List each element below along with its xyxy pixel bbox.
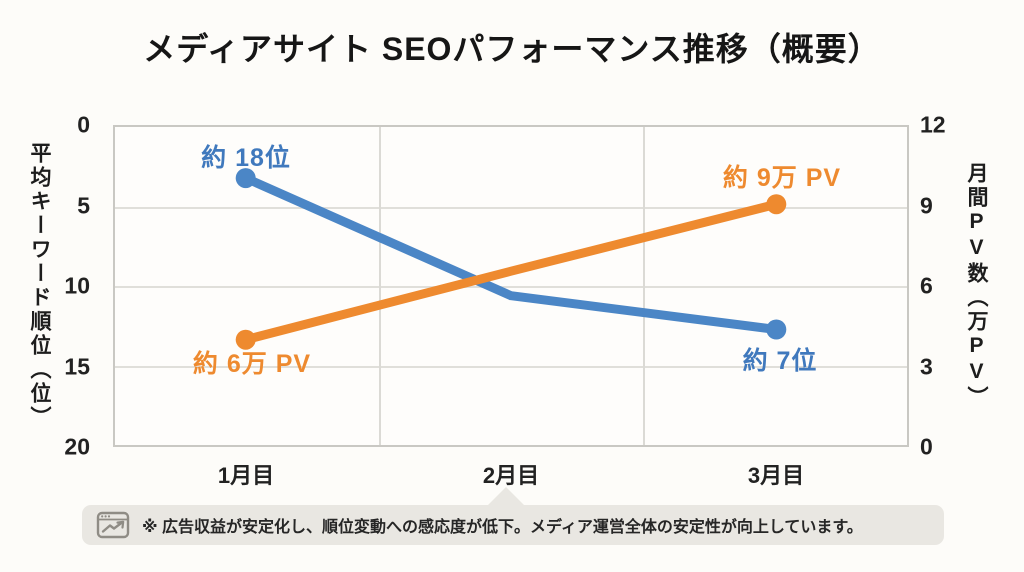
right-axis-title-text: 月間PV数（万PV） — [965, 162, 988, 410]
trend-chart-window-icon — [96, 510, 130, 540]
right-tick-3: 3 — [920, 353, 933, 379]
left-tick-0: 0 — [77, 111, 90, 138]
x-tick-month1: 1月目 — [217, 463, 275, 488]
monthly-pv-line — [241, 199, 781, 345]
right-axis-ticks: 12 9 6 3 0 — [916, 113, 1016, 458]
x-tick-month3: 3月目 — [747, 463, 805, 488]
annotation-pv-month1: 約 6万 PV — [192, 350, 312, 378]
right-tick-0: 0 — [920, 433, 933, 460]
average-keyword-rank-endpoint-start — [235, 168, 256, 189]
average-keyword-rank-line — [241, 173, 781, 334]
average-keyword-rank-endpoint-end — [766, 319, 787, 340]
hgrid-line-rank10 — [115, 286, 907, 288]
plot-area — [113, 125, 909, 447]
x-tick-month2: 2月目 — [482, 463, 540, 488]
left-tick-5: 5 — [77, 192, 90, 218]
left-axis-ticks: 0 5 10 15 20 — [0, 113, 100, 458]
left-axis-title: 平均キーワード順位（位） — [22, 125, 56, 447]
hgrid-line-rank15 — [115, 365, 907, 368]
hgrid-line-rank5 — [115, 206, 907, 209]
left-tick-10: 10 — [64, 272, 90, 299]
left-axis-title-text: 平均キーワード順位（位） — [28, 142, 51, 430]
annotation-rank-month3: 約 7位 — [742, 347, 818, 375]
right-tick-9: 9 — [920, 192, 933, 218]
note-text: ※ 広告収益が安定化し、順位変動への感応度が低下。メディア運営全体の安定性が向上… — [142, 519, 863, 536]
vgrid-line-2 — [643, 127, 645, 445]
note-bar: ※ 広告収益が安定化し、順位変動への感応度が低下。メディア運営全体の安定性が向上… — [82, 505, 944, 545]
vgrid-line-1 — [378, 127, 381, 445]
left-tick-15: 15 — [64, 353, 90, 379]
monthly-pv-endpoint-end — [766, 194, 787, 215]
right-axis-title: 月間PV数（万PV） — [956, 125, 996, 447]
annotation-rank-month1: 約 18位 — [201, 144, 291, 172]
callout-arrow — [486, 487, 526, 507]
right-tick-12: 12 — [920, 111, 946, 138]
chart-series-svg — [235, 168, 787, 350]
annotation-pv-month3: 約 9万 PV — [722, 164, 842, 192]
monthly-pv-endpoint-start — [235, 329, 256, 350]
chart-title: メディアサイト SEOパフォーマンス推移（概要） — [143, 31, 881, 67]
left-tick-20: 20 — [64, 433, 90, 460]
right-tick-6: 6 — [920, 272, 933, 299]
